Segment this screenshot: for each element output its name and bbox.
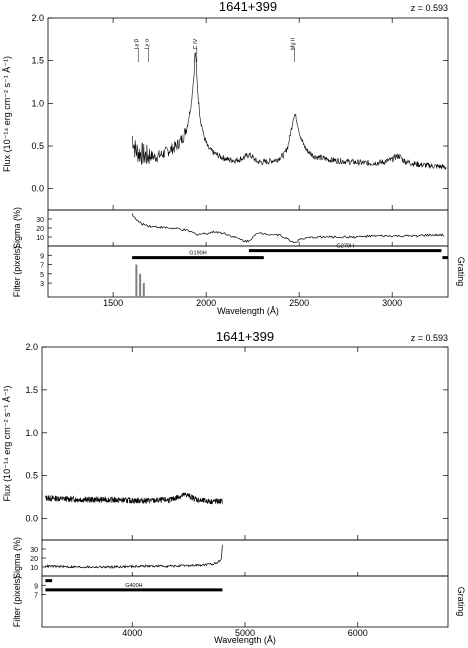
redshift-label: z = 0.593 — [411, 3, 448, 13]
filter-y-label: Filter (pixels) — [12, 246, 22, 298]
y-tick-label: 7 — [40, 263, 44, 270]
sigma-y-ticks: 10 20 30 — [30, 547, 46, 572]
filter-y-ticks: 79 — [34, 583, 46, 600]
filter-panel-frame — [41, 575, 449, 628]
x-tick-label: 1500 — [103, 298, 123, 308]
y-tick-label: 10 — [36, 235, 44, 242]
flux-spectrum-line — [131, 52, 447, 171]
y-tick-label: 1.5 — [25, 385, 38, 395]
grating-bar-label: G400H — [125, 583, 142, 589]
grating-bars: G190H G270H — [132, 244, 448, 260]
y-tick-label: 30 — [36, 217, 44, 224]
flux-panel-frame — [41, 346, 449, 541]
emission-line-label: Ly α — [144, 38, 150, 49]
x-tick-label: 3000 — [382, 298, 402, 308]
sigma-y-label: Sigma (%) — [12, 207, 22, 249]
grating-bar-label: G190H — [189, 251, 206, 257]
filter-bars — [135, 264, 145, 297]
y-tick-label: 7 — [34, 593, 38, 600]
y-tick-label: 3 — [40, 281, 44, 288]
grating-bars: G400H — [45, 579, 223, 592]
sigma-panel-frame — [41, 539, 449, 577]
y-tick-label: 1.0 — [31, 98, 44, 108]
y-tick-label: 5 — [40, 272, 44, 279]
grating-label: Grating — [456, 257, 466, 287]
x-tick-label: 2500 — [289, 298, 309, 308]
grating-bar-label: G270H — [336, 244, 353, 250]
filter-bar — [135, 264, 138, 297]
x-tick-label: 4000 — [122, 628, 142, 638]
filter-y-label: Filter (pixels) — [12, 576, 22, 628]
chart-2: 1641+399 z = 0.593 4000 5000 6000 Wavelength … — [2, 329, 466, 645]
x-axis-label: Wavelength (Å) — [217, 306, 279, 316]
y-tick-label: 9 — [40, 253, 44, 260]
emission-line-markers: Ly β Ly α C IV Mg II — [134, 37, 297, 62]
y-tick-label: 9 — [34, 583, 38, 590]
grating-label: Grating — [456, 587, 466, 617]
flux-y-label: Flux (10⁻¹⁴ erg cm⁻² s⁻¹ Å⁻¹) — [2, 56, 12, 172]
y-tick-label: 0.5 — [31, 141, 44, 151]
sigma-line — [45, 544, 223, 570]
flux-spectrum-line — [45, 492, 223, 505]
redshift-label: z = 0.593 — [411, 333, 448, 343]
y-tick-label: 0.0 — [31, 184, 44, 194]
x-tick-label: 2000 — [196, 298, 216, 308]
y-tick-label: 30 — [30, 547, 38, 554]
filter-bar — [142, 283, 145, 297]
sigma-line — [131, 213, 445, 243]
sigma-y-label: Sigma (%) — [12, 537, 22, 579]
flux-y-ticks: 0.0 0.5 1.0 1.5 2.0 — [25, 342, 448, 524]
chart-1: 1641+399 z = 0.593 1500 2000 2500 3000 Wavelen… — [2, 0, 466, 316]
emission-line-label: Mg II — [291, 37, 297, 50]
y-tick-label: 10 — [30, 565, 38, 572]
flux-y-ticks: 0.0 0.5 1.0 1.5 2.0 — [31, 13, 448, 194]
flux-y-label: Flux (10⁻¹⁴ erg cm⁻² s⁻¹ Å⁻¹) — [2, 386, 12, 502]
flux-panel-frame — [47, 17, 449, 211]
chart-title: 1641+399 — [216, 329, 274, 344]
x-axis-ticks: 1500 2000 2500 3000 — [103, 18, 402, 308]
filter-bar — [139, 273, 142, 297]
y-tick-label: 1.5 — [31, 56, 44, 66]
y-tick-label: 0.0 — [25, 514, 38, 524]
x-tick-label: 6000 — [348, 628, 368, 638]
filter-panel-frame — [47, 245, 449, 298]
emission-line-label: C IV — [193, 38, 199, 49]
chart-title: 1641+399 — [219, 0, 277, 14]
sigma-y-ticks: 10 20 30 — [36, 217, 52, 242]
x-axis-label: Wavelength (Å) — [214, 635, 276, 645]
x-axis-ticks: 4000 5000 6000 — [122, 347, 368, 638]
y-tick-label: 1.0 — [25, 428, 38, 438]
y-tick-label: 2.0 — [31, 13, 44, 23]
y-tick-label: 2.0 — [25, 342, 38, 352]
y-tick-label: 20 — [30, 556, 38, 563]
filter-y-ticks: 3 5 7 9 — [40, 253, 52, 288]
y-tick-label: 20 — [36, 226, 44, 233]
x-tick-label: 5000 — [235, 628, 255, 638]
emission-line-label: Ly β — [134, 39, 140, 49]
y-tick-label: 0.5 — [25, 471, 38, 481]
